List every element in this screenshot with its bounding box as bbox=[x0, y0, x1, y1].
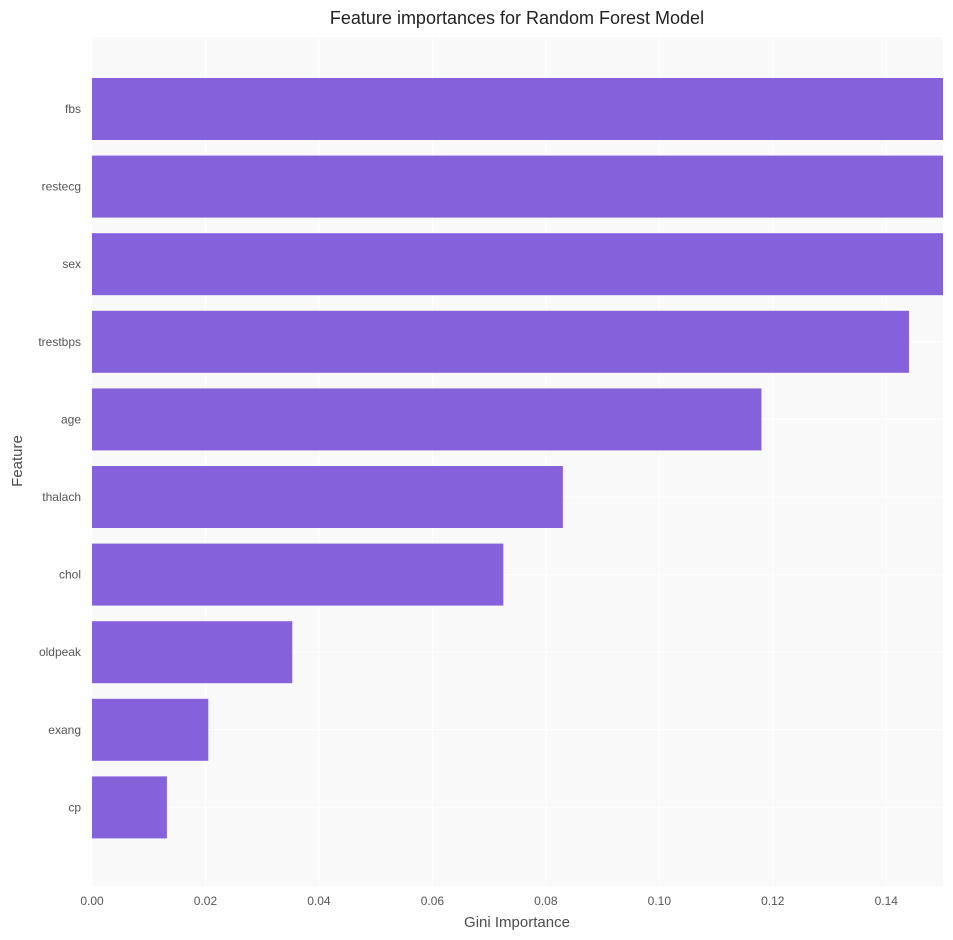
bar-chol bbox=[92, 543, 504, 606]
y-axis-label: Feature bbox=[9, 435, 26, 487]
y-tick-label-oldpeak: oldpeak bbox=[39, 645, 82, 659]
bar-restecg bbox=[92, 155, 943, 218]
bar-exang bbox=[92, 698, 209, 761]
x-tick-label: 0.06 bbox=[421, 894, 445, 908]
x-tick-labels: 0.00 0.02 0.04 0.06 0.08 0.10 0.12 0.14 bbox=[80, 894, 898, 908]
y-tick-label-exang: exang bbox=[48, 723, 81, 737]
bar-thalach bbox=[92, 466, 563, 528]
y-tick-label-fbs: fbs bbox=[65, 102, 81, 116]
x-axis-label: Gini Importance bbox=[464, 914, 570, 931]
bar-cp bbox=[92, 776, 167, 839]
y-tick-label-restecg: restecg bbox=[42, 180, 81, 194]
y-tick-label-sex: sex bbox=[62, 257, 81, 271]
y-tick-label-cp: cp bbox=[68, 800, 81, 814]
y-tick-label-chol: chol bbox=[59, 568, 81, 582]
bars bbox=[92, 78, 943, 839]
x-tick-label: 0.00 bbox=[80, 894, 104, 908]
bar-fbs bbox=[92, 78, 943, 140]
x-tick-label: 0.12 bbox=[761, 894, 785, 908]
bar-age bbox=[92, 388, 762, 451]
y-tick-label-thalach: thalach bbox=[42, 490, 81, 504]
x-tick-label: 0.04 bbox=[307, 894, 331, 908]
y-tick-labels: fbs restecg sex trestbps age thalach chol oldpe… bbox=[38, 102, 82, 814]
x-tick-label: 0.08 bbox=[534, 894, 558, 908]
x-tick-label: 0.10 bbox=[648, 894, 672, 908]
bar-oldpeak bbox=[92, 621, 293, 684]
x-tick-label: 0.14 bbox=[875, 894, 899, 908]
y-tick-label-trestbps: trestbps bbox=[38, 335, 81, 349]
chart-title: Feature importances for Random Forest Mo… bbox=[330, 8, 704, 28]
y-tick-label-age: age bbox=[61, 412, 81, 426]
bar-trestbps bbox=[92, 310, 909, 373]
x-tick-label: 0.02 bbox=[194, 894, 218, 908]
bar-sex bbox=[92, 233, 943, 296]
